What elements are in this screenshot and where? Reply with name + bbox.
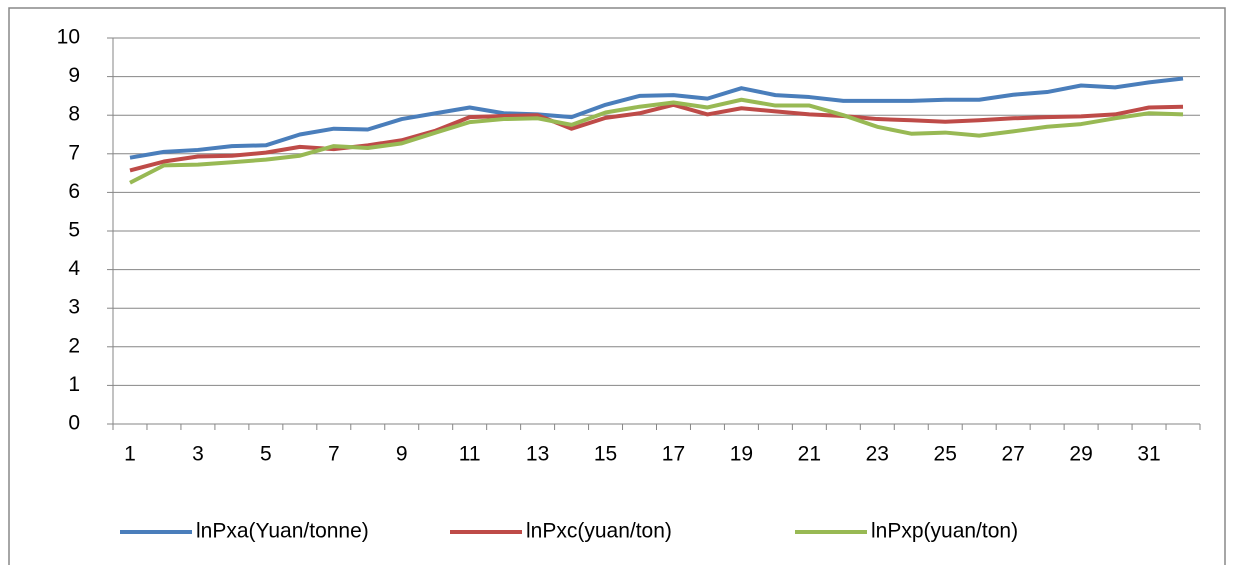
y-tick-label: 9 (68, 64, 80, 87)
x-tick-label: 15 (594, 443, 617, 466)
x-tick-label: 9 (396, 443, 408, 466)
x-tick-label: 29 (1069, 443, 1092, 466)
y-tick-label: 1 (68, 373, 80, 396)
y-tick-label: 8 (68, 103, 80, 126)
x-tick-label: 19 (730, 443, 753, 466)
x-tick-label: 3 (192, 443, 204, 466)
x-tick-label: 17 (662, 443, 685, 466)
series-line (129, 102, 1184, 173)
y-tick-label: 6 (68, 180, 80, 203)
y-tick-label: 10 (57, 26, 80, 49)
y-tick-label: 2 (68, 334, 80, 357)
x-tick-label: 23 (866, 443, 889, 466)
x-tick-label: 11 (459, 443, 481, 466)
series-line (129, 97, 1184, 185)
y-tick-label: 3 (68, 296, 80, 319)
x-tick-label: 31 (1137, 443, 1160, 466)
legend-label: lnPxp(yuan/ton) (871, 520, 1018, 543)
y-tick-label: 5 (68, 219, 80, 242)
series-line (129, 76, 1184, 160)
x-tick-label: 5 (260, 443, 272, 466)
x-tick-label: 21 (798, 443, 821, 466)
chart-frame (8, 7, 1226, 565)
x-tick-label: 13 (526, 443, 549, 466)
y-tick-label: 0 (68, 412, 80, 435)
y-tick-label: 4 (68, 257, 80, 280)
x-tick-label: 25 (934, 443, 957, 466)
x-tick-label: 27 (1001, 443, 1024, 466)
legend-label: lnPxc(yuan/ton) (526, 520, 672, 543)
legend-label: lnPxa(Yuan/tonne) (196, 520, 369, 543)
y-tick-label: 7 (68, 141, 80, 164)
x-tick-label: 7 (328, 443, 340, 466)
x-tick-label: 1 (124, 443, 136, 466)
